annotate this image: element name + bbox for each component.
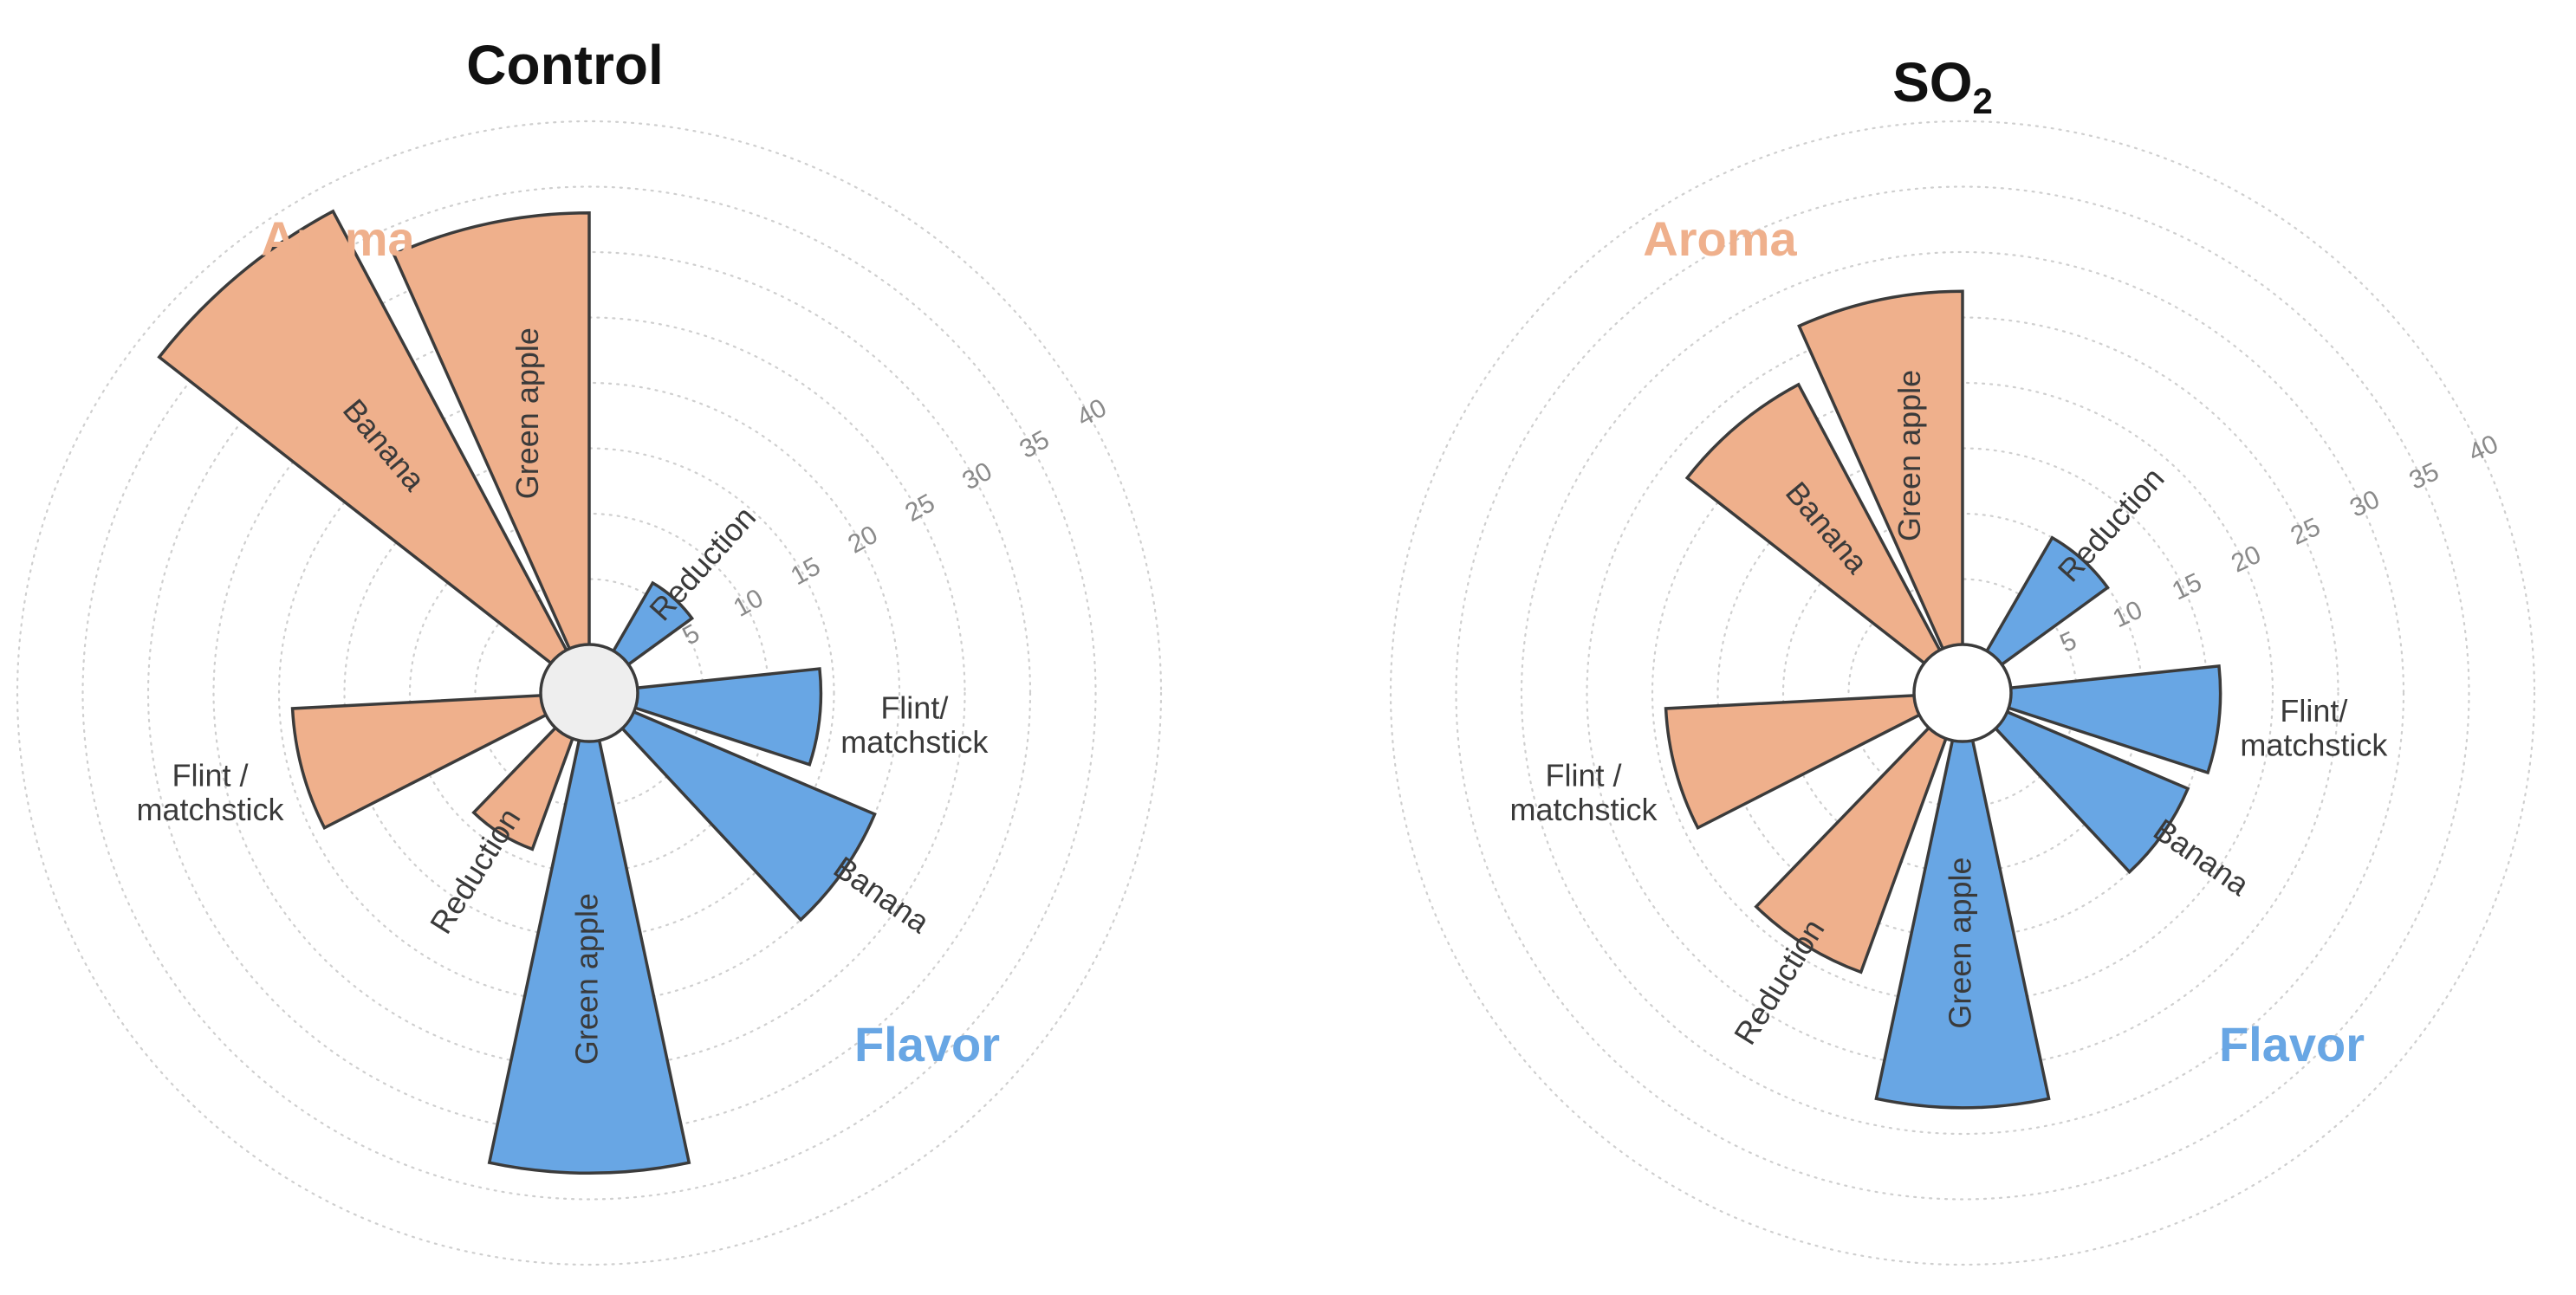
flavor-label-reduction: Reduction (2051, 461, 2171, 589)
center-hub (539, 643, 639, 743)
radial-tick-label: 15 (2168, 567, 2206, 605)
aroma-label-reduction: Reduction (1727, 913, 1832, 1051)
flavor-label-flint-matchstick: Flint/matchstick (840, 690, 989, 760)
aroma-bar-reduction (1754, 726, 1948, 974)
grid-circle (81, 185, 1097, 1201)
radial-tick-label: 5 (2056, 626, 2081, 658)
group-label-aroma: Aroma (1643, 211, 1797, 266)
flavor-bar-banana (620, 709, 877, 923)
flavor-label-green-apple: Green apple (1943, 857, 1978, 1028)
radial-tick-label: 35 (2405, 457, 2443, 495)
aroma-bar-reduction (471, 726, 574, 851)
grid-circle (1651, 381, 2274, 1005)
group-label-flavor: Flavor (854, 1017, 1000, 1072)
radial-tick-label: 25 (900, 489, 939, 528)
aroma-label-flint-matchstick: Flint / matchstick (1510, 757, 1658, 827)
flavor-bar-green-apple (1874, 739, 2051, 1110)
flavor-label-flint-matchstick: Flint/matchstick (2240, 692, 2388, 762)
radial-tick-label: 30 (957, 456, 996, 495)
grid-circle (277, 381, 901, 1005)
aroma-label-flint-matchstick: Flint / matchstick (137, 757, 285, 827)
chart-title-main: Control (466, 34, 664, 96)
flavor-bar-reduction (611, 580, 695, 667)
flavor-bar-green-apple (487, 739, 691, 1175)
flavor-label-green-apple: Green apple (569, 893, 605, 1065)
radial-tick-label: 35 (1015, 425, 1054, 464)
radial-tick-label: 25 (2287, 513, 2325, 551)
radial-tick-label: 20 (843, 521, 882, 560)
grid-circle (1455, 185, 2470, 1201)
aroma-bar-flint-matchstick (290, 694, 548, 831)
flavor-bar-flint-matchstick (633, 667, 823, 767)
radial-tick-label: 20 (2227, 541, 2265, 579)
flavor-label-banana: Banana (827, 849, 937, 940)
flavor-label-banana: Banana (2147, 812, 2256, 903)
chart-title-subscript: 2 (1973, 81, 1993, 121)
aroma-bar-green-apple (1797, 289, 1964, 651)
aroma-label-reduction: Reduction (423, 802, 528, 940)
grid-circle (16, 120, 1163, 1266)
aroma-bar-green-apple (392, 210, 591, 651)
radial-tick-label: 10 (2108, 595, 2146, 633)
aroma-bar-banana (157, 209, 568, 665)
flavor-bar-banana (1993, 709, 2190, 875)
flavor-bar-reduction (1984, 535, 2110, 667)
aroma-label-green-apple: Green apple (1891, 370, 1927, 541)
control-polar-chart: Control Reduction Flint / matchstick Banana… (16, 34, 1163, 1266)
grid-circle (146, 250, 1032, 1136)
aroma-label-green-apple: Green apple (509, 327, 545, 499)
chart-title: SO2 (1892, 51, 1993, 121)
chart-title: Control (466, 34, 664, 96)
aroma-bar-flint-matchstick (1664, 694, 1922, 831)
center-hub (1912, 643, 2013, 743)
radial-tick-label: 15 (786, 552, 825, 591)
group-label-aroma: Aroma (261, 211, 415, 266)
grid-circle (1520, 250, 2405, 1136)
radial-tick-label: 40 (1072, 393, 1111, 432)
radial-tick-label: 40 (2464, 430, 2502, 468)
aroma-bar-banana (1684, 382, 1942, 665)
group-label-flavor: Flavor (2219, 1017, 2365, 1072)
grid-circle (1389, 120, 2536, 1266)
radial-tick-label: 5 (678, 618, 704, 651)
flavor-bar-flint-matchstick (2007, 664, 2222, 775)
radial-tick-label: 30 (2346, 485, 2384, 523)
chart-title-main: SO (1892, 51, 1972, 113)
so2-polar-chart: SO2 Reduction Flint / matchstick Banana Gree… (1389, 51, 2536, 1266)
